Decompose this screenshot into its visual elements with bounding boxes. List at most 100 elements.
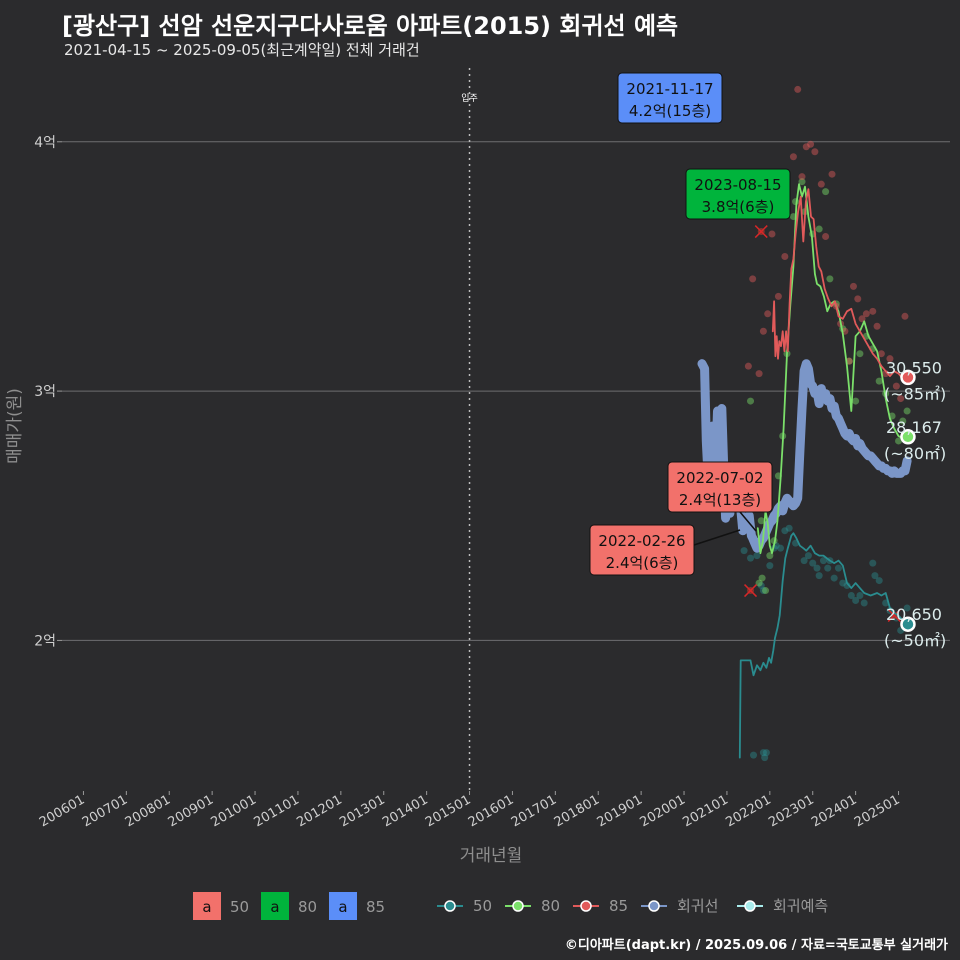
point-85 (869, 307, 877, 315)
point-50 (750, 751, 758, 759)
point-85 (794, 85, 802, 93)
trend-line-85 (771, 188, 908, 380)
x-tick-label: 201801 (552, 792, 602, 830)
point-50 (747, 554, 755, 562)
point-50 (903, 604, 911, 612)
point-50 (847, 592, 855, 600)
point-80 (755, 579, 763, 587)
x-tick-label: 201701 (509, 792, 559, 830)
legend-size-label: 80 (298, 898, 317, 916)
x-tick-label: 202301 (766, 792, 816, 830)
legend: a 50 a 80 a 85 50 80 85 회귀선 회귀예측 (193, 892, 828, 920)
legend-line-label: 회귀예측 (773, 897, 828, 915)
point-85 (892, 382, 900, 390)
legend-size-glyph: a (202, 898, 211, 916)
annotation-date: 2023-08-15 (694, 176, 781, 194)
point-50 (856, 592, 864, 600)
point-85 (798, 173, 806, 181)
outlier-cross (887, 608, 901, 623)
move-in-label: 입주 (461, 92, 478, 104)
y-tick-label: 3억 (34, 384, 56, 400)
annotation-date: 2022-07-02 (676, 469, 763, 487)
point-50 (809, 559, 817, 567)
legend-size-glyph: a (338, 898, 347, 916)
point-80 (822, 188, 830, 196)
point-80 (903, 407, 911, 415)
x-tick-label: 202501 (852, 792, 902, 830)
x-tick-label: 202201 (723, 792, 773, 830)
point-50 (761, 754, 769, 762)
annotation-value: 4.2억(15층) (629, 102, 711, 120)
point-50 (839, 579, 847, 587)
x-tick-label: 201401 (380, 792, 430, 830)
point-50 (819, 557, 827, 565)
point-50 (815, 572, 823, 580)
annotation-label: 2022-02-26 2.4억(6층) (589, 524, 695, 576)
legend-line-label: 회귀선 (677, 897, 718, 915)
point-50 (824, 564, 832, 572)
end-point-85 (900, 369, 916, 386)
point-80 (875, 377, 883, 385)
legend-line-marker (512, 900, 524, 912)
y-tick-label: 2억 (34, 633, 56, 649)
point-50 (852, 597, 860, 605)
x-tick-label: 201901 (595, 792, 645, 830)
point-80 (852, 397, 860, 405)
annotation-label: 2023-08-15 3.8억(6층) (685, 168, 791, 220)
point-85 (768, 230, 776, 238)
point-80 (815, 225, 823, 233)
point-50 (834, 564, 842, 572)
end-area-label: (~50㎡) (884, 631, 946, 650)
x-tick-label: 201201 (294, 792, 344, 830)
annotation-date: 2022-02-26 (598, 532, 685, 550)
point-85 (807, 140, 815, 148)
legend-line-label: 50 (473, 897, 492, 915)
point-85 (854, 295, 862, 303)
annotation-label: 2021-11-17 4.2억(15층) (617, 72, 723, 124)
x-tick-label: 201301 (337, 792, 387, 830)
point-50 (875, 577, 883, 585)
point-50 (804, 552, 812, 560)
point-85 (873, 322, 881, 330)
point-85 (774, 292, 782, 300)
point-50 (830, 574, 838, 582)
trend-line-50 (738, 532, 908, 759)
legend-size-swatch (193, 892, 221, 920)
x-tick-label: 200901 (166, 792, 216, 830)
annotation-value: 2.4억(6층) (606, 554, 679, 572)
point-50 (759, 587, 767, 595)
point-50 (869, 559, 877, 567)
y-axis-title: 매매가(원) (5, 388, 25, 464)
legend-size-swatch (329, 892, 357, 920)
chart-subtitle: 2021-04-15 ~ 2025-09-05(최근계약일) 전체 거래건 (64, 41, 420, 59)
annotation-box (667, 461, 773, 513)
legend-size-label: 85 (366, 898, 385, 916)
x-tick-label: 200601 (37, 792, 87, 830)
point-85 (755, 370, 763, 378)
point-50 (766, 562, 774, 570)
x-tick-label: 200801 (123, 792, 173, 830)
legend-line-label: 85 (609, 897, 628, 915)
x-tick-label: 201601 (466, 792, 516, 830)
x-tick-label: 202101 (680, 792, 730, 830)
annotation-leader (739, 511, 757, 532)
end-point-80 (900, 429, 916, 445)
outlier-cross (743, 584, 758, 598)
chart-caption: ©디아파트(dapt.kr) / 2025.09.06 / 자료=국토교통부 실… (564, 938, 948, 953)
legend-size-glyph: a (270, 898, 279, 916)
annotation-value: 2.4억(13층) (679, 491, 761, 509)
legend-line-marker (744, 900, 756, 912)
point-50 (781, 527, 789, 535)
point-85 (849, 282, 857, 290)
legend-size-label: 50 (230, 898, 249, 916)
point-85 (817, 180, 825, 188)
point-85 (802, 143, 810, 151)
point-50 (800, 557, 808, 565)
point-50 (785, 524, 793, 532)
point-85 (811, 148, 819, 156)
end-value-label: 28,167 (886, 418, 942, 437)
legend-line-label: 80 (541, 897, 560, 915)
chart-title: [광산구] 선암 선운지구다사로움 아파트(2015) 회귀선 예측 (62, 12, 679, 40)
point-50 (759, 749, 767, 757)
point-85 (877, 350, 885, 358)
